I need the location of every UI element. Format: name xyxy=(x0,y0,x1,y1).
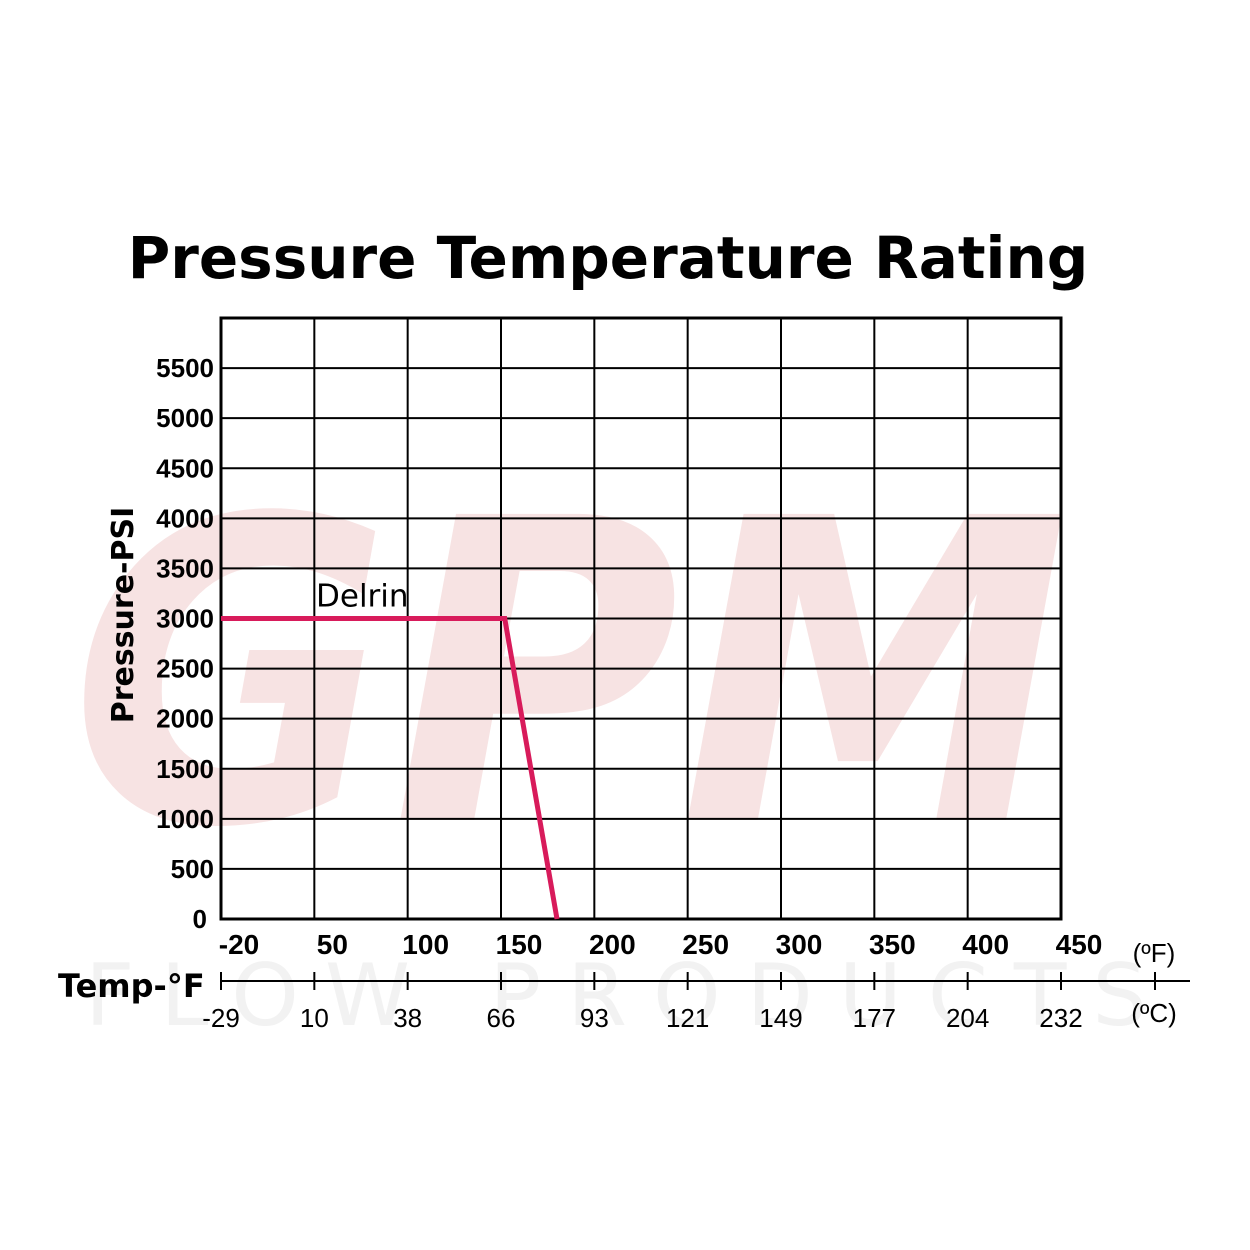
x-tick-label-f: 450 xyxy=(1056,929,1103,960)
watermark-tagline: FLOW PRODUCTS xyxy=(85,946,1185,1046)
x-tick-label-f: 100 xyxy=(402,929,449,960)
unit-celsius: (ºC) xyxy=(1131,998,1177,1028)
x-tick-labels-fahrenheit: -20 50 100 150 200 250 300 350 400 450 xyxy=(219,929,1103,960)
x-tick-label-f: 400 xyxy=(962,929,1009,960)
series-label-delrin: Delrin xyxy=(316,579,409,615)
y-tick-label: 0 xyxy=(193,904,207,934)
x-tick-label-c: 149 xyxy=(759,1003,802,1033)
y-tick-label: 500 xyxy=(171,854,214,884)
x-tick-label-c: 204 xyxy=(946,1003,989,1033)
y-tick-label: 1000 xyxy=(156,804,214,834)
series-layer: Delrin xyxy=(220,579,560,920)
x-tick-label-c: 66 xyxy=(487,1003,516,1033)
y-tick-label: 4000 xyxy=(156,503,214,533)
x-tick-label-f: 50 xyxy=(317,929,348,960)
y-tick-label: 3000 xyxy=(156,604,214,634)
x-tick-label-c: 121 xyxy=(666,1003,709,1033)
x-tick-label-f: 250 xyxy=(682,929,729,960)
y-tick-label: 1500 xyxy=(156,754,214,784)
y-tick-label: 5500 xyxy=(156,353,214,383)
x-tick-label-c: 38 xyxy=(393,1003,422,1033)
y-tick-label: 2000 xyxy=(156,704,214,734)
watermark-logo: GPM xyxy=(70,431,1070,920)
x-tick-label-c: 93 xyxy=(580,1003,609,1033)
chart-title: Pressure Temperature Rating xyxy=(128,224,1089,292)
x-axis-label: Temp-°F xyxy=(58,967,205,1005)
celsius-axis: -29 10 38 66 93 121 149 177 204 232 xyxy=(202,972,1190,1033)
x-tick-label-c: 232 xyxy=(1039,1003,1082,1033)
x-tick-label-c: 10 xyxy=(300,1003,329,1033)
y-tick-label: 4500 xyxy=(156,453,214,483)
unit-fahrenheit: (ºF) xyxy=(1133,938,1176,968)
y-axis-label: Pressure-PSI xyxy=(106,507,141,724)
y-tick-label: 5000 xyxy=(156,403,214,433)
x-tick-label-f: 350 xyxy=(869,929,916,960)
x-tick-label-f: -20 xyxy=(219,929,259,960)
x-tick-label-f: 150 xyxy=(496,929,543,960)
y-tick-labels: 0 500 1000 1500 2000 2500 3000 3500 4000 4500 5000… xyxy=(156,353,214,934)
y-tick-label: 3500 xyxy=(156,553,214,583)
x-tick-label-f: 300 xyxy=(776,929,823,960)
x-tick-label-c: -29 xyxy=(202,1003,240,1033)
watermark: GPM FLOW PRODUCTS xyxy=(70,431,1185,1046)
grid xyxy=(219,316,1063,921)
x-tick-label-c: 177 xyxy=(853,1003,896,1033)
y-tick-label: 2500 xyxy=(156,654,214,684)
x-tick-label-f: 200 xyxy=(589,929,636,960)
